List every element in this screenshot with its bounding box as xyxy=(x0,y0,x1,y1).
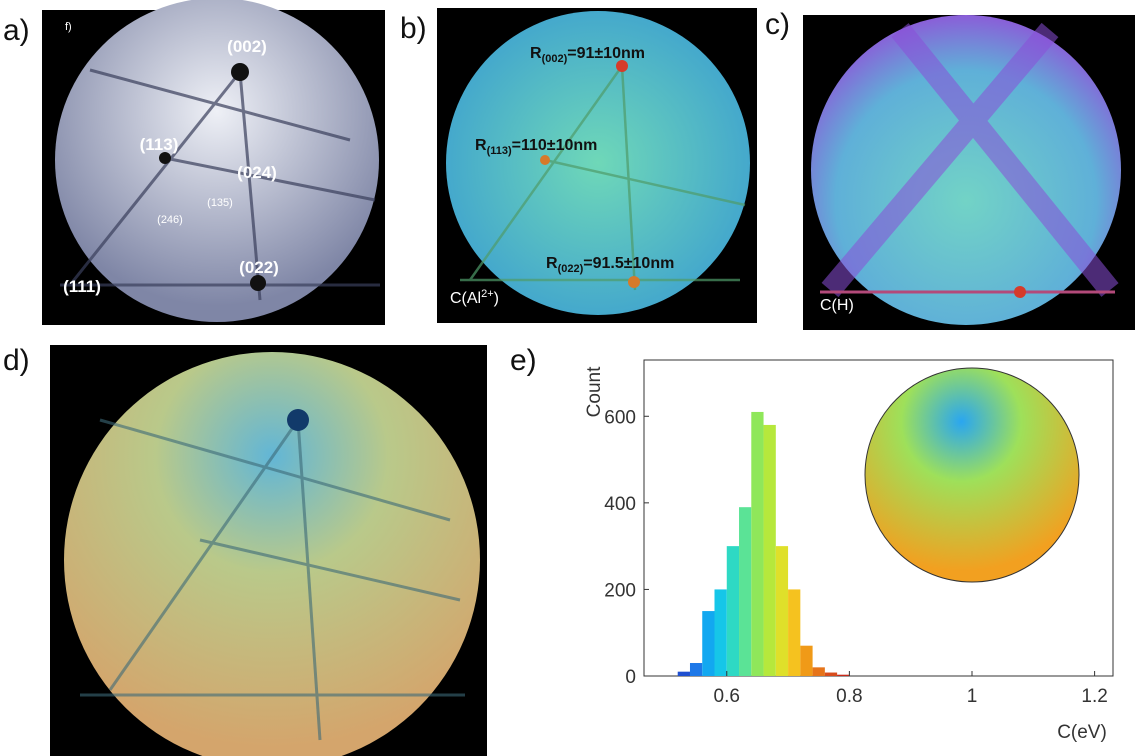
x-tick-label: 0.6 xyxy=(714,686,740,707)
panel-label: d) xyxy=(3,344,30,377)
y-tick-label: 400 xyxy=(604,494,636,515)
bar xyxy=(689,663,703,676)
pattern-image xyxy=(64,352,480,756)
radius-label: R(002)=91±10nm xyxy=(530,45,645,65)
bar xyxy=(788,589,801,676)
hkl-label: (024) xyxy=(237,163,277,182)
bar xyxy=(824,672,838,676)
corner-label: f) xyxy=(65,21,72,33)
bar xyxy=(714,589,727,676)
y-axis-label: Count xyxy=(584,366,605,417)
hkl-label: (246) xyxy=(157,214,183,226)
bar xyxy=(739,507,752,676)
panel-caption: C(H) xyxy=(820,297,854,314)
bar xyxy=(751,411,764,676)
x-tick-label: 1 xyxy=(967,686,978,707)
y-tick-label: 200 xyxy=(604,580,636,601)
radius-label: R(113)=110±10nm xyxy=(475,137,597,157)
bar xyxy=(702,611,715,676)
bar xyxy=(837,674,850,676)
panel-caption: C(Al2+) xyxy=(450,288,499,307)
y-tick-label: 0 xyxy=(625,667,636,688)
y-tick-label: 600 xyxy=(604,407,636,428)
radius-label: R(022)=91.5±10nm xyxy=(546,255,674,275)
bar xyxy=(800,645,813,676)
x-axis-label: C(eV) xyxy=(1057,722,1107,743)
bar xyxy=(775,546,789,676)
bar xyxy=(726,546,740,676)
pattern-image xyxy=(811,15,1121,325)
bar xyxy=(812,667,825,676)
hkl-label: (022) xyxy=(239,258,279,277)
panel-label: a) xyxy=(3,14,30,47)
hkl-label: (135) xyxy=(207,197,233,209)
x-tick-label: 1.2 xyxy=(1081,686,1107,707)
hkl-label: (113) xyxy=(140,135,179,154)
bar xyxy=(763,424,776,676)
inset-image xyxy=(864,367,1080,583)
bar xyxy=(677,671,690,676)
panel-label: b) xyxy=(400,12,427,45)
hkl-label: (111) xyxy=(63,277,101,296)
hkl-label: (002) xyxy=(227,37,267,56)
panel-label: c) xyxy=(765,8,790,41)
panel-label: e) xyxy=(510,344,537,377)
x-tick-label: 0.8 xyxy=(836,686,862,707)
pattern-image xyxy=(446,11,750,315)
pattern-image xyxy=(55,0,379,322)
